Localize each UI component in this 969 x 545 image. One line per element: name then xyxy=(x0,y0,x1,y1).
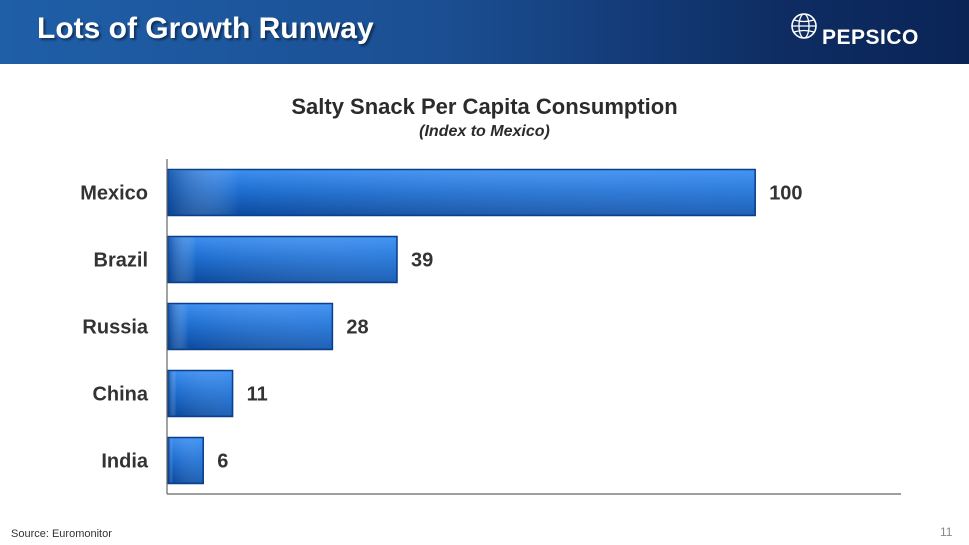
header-banner: Lots of Growth Runway PEPSICO xyxy=(0,0,969,64)
value-label: 100 xyxy=(769,183,802,205)
value-label: 39 xyxy=(411,250,433,272)
category-label: China xyxy=(92,384,148,406)
category-label: Russia xyxy=(82,317,148,339)
bar-shading xyxy=(169,170,755,215)
logo-wordmark: PEPSICO xyxy=(822,26,919,49)
value-label: 6 xyxy=(217,451,228,473)
bar-shading xyxy=(169,237,397,282)
bar-shading xyxy=(169,371,232,416)
chart-title: Salty Snack Per Capita Consumption xyxy=(291,94,678,119)
value-label: 11 xyxy=(247,384,268,406)
category-label: India xyxy=(101,451,149,473)
source-note: Source: Euromonitor xyxy=(11,528,112,540)
category-label: Brazil xyxy=(94,250,148,272)
category-label: Mexico xyxy=(80,183,148,205)
pepsico-logo: PEPSICO xyxy=(790,12,940,52)
bar-shading xyxy=(169,304,332,349)
bar-shading xyxy=(169,438,203,483)
page-number: 11 xyxy=(940,525,953,539)
globe-icon xyxy=(791,13,817,39)
chart-subtitle: (Index to Mexico) xyxy=(419,123,550,140)
page-title: Lots of Growth Runway xyxy=(37,12,374,45)
value-label: 28 xyxy=(346,317,368,339)
